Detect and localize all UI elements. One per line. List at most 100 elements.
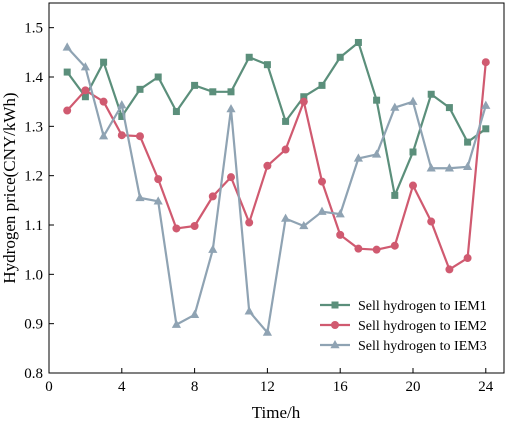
data-point xyxy=(317,206,327,215)
data-point xyxy=(372,149,382,158)
series-line xyxy=(66,41,487,197)
data-point xyxy=(281,213,291,222)
x-tick-label: 16 xyxy=(333,379,349,395)
data-point xyxy=(391,191,399,199)
data-point xyxy=(427,90,435,98)
data-point xyxy=(153,196,163,205)
data-point xyxy=(335,209,345,218)
data-point xyxy=(354,38,362,46)
data-point xyxy=(117,100,127,109)
legend: Sell hydrogen to IEM1 Sell hydrogen to IE… xyxy=(320,299,487,354)
data-point xyxy=(245,218,254,227)
data-point xyxy=(263,61,271,69)
data-point xyxy=(62,42,72,51)
data-point xyxy=(227,88,235,96)
x-tick-label: 8 xyxy=(191,379,199,395)
data-point xyxy=(373,96,381,104)
ticks-layer: 0 4 8 12 16 20 24 0.8 0.9 1.0 1.1 1.2 1.3 1.4 1.5 xyxy=(24,21,494,395)
y-tick-label: 1.5 xyxy=(24,21,43,37)
y-tick-label: 0.8 xyxy=(24,366,43,382)
data-point xyxy=(208,192,217,201)
data-point xyxy=(318,177,326,186)
data-point xyxy=(282,117,290,125)
data-point xyxy=(172,224,181,233)
data-point xyxy=(353,153,363,162)
data-point xyxy=(318,81,326,89)
data-point xyxy=(190,309,200,318)
data-point xyxy=(481,58,490,67)
data-point xyxy=(136,85,144,93)
data-point xyxy=(190,221,199,230)
data-point xyxy=(172,108,180,116)
legend-marker xyxy=(331,321,339,329)
x-tick-label: 20 xyxy=(406,379,421,395)
data-point xyxy=(336,230,345,239)
data-point xyxy=(81,93,89,101)
data-point xyxy=(81,86,90,95)
data-point xyxy=(117,131,126,140)
data-point xyxy=(409,181,417,190)
data-point xyxy=(262,327,272,336)
y-axis-title: Hydrogen price(CNY/kWh) xyxy=(0,92,19,283)
x-tick-label: 4 xyxy=(118,379,126,395)
data-point xyxy=(390,102,400,111)
data-point xyxy=(80,62,90,71)
series-2 xyxy=(63,58,490,274)
data-point xyxy=(300,93,308,101)
data-point xyxy=(463,161,473,170)
data-point xyxy=(372,245,381,254)
data-point xyxy=(100,58,108,66)
data-point xyxy=(99,97,108,106)
y-tick-label: 1.3 xyxy=(24,119,43,135)
data-point xyxy=(281,145,290,154)
y-tick-label: 1.1 xyxy=(24,218,43,234)
data-point xyxy=(444,163,454,172)
data-point xyxy=(118,112,126,120)
data-point xyxy=(209,88,217,96)
data-point xyxy=(299,220,309,230)
series-1 xyxy=(63,38,490,199)
data-point xyxy=(336,53,344,61)
x-tick-label: 12 xyxy=(260,379,275,395)
data-point xyxy=(154,73,162,81)
data-point xyxy=(191,81,199,89)
series-layer xyxy=(62,38,491,336)
series-3 xyxy=(62,42,491,336)
data-point xyxy=(226,104,236,113)
y-tick-label: 0.9 xyxy=(24,317,43,333)
data-point xyxy=(427,217,436,226)
data-point xyxy=(263,161,272,170)
plot-frame xyxy=(48,2,505,374)
data-point xyxy=(208,244,218,253)
data-point xyxy=(390,241,399,250)
data-point xyxy=(63,106,72,115)
data-point xyxy=(464,138,472,146)
legend-label: Sell hydrogen to IEM3 xyxy=(358,339,487,354)
data-point xyxy=(481,100,491,109)
data-point xyxy=(154,175,163,184)
data-point xyxy=(482,125,490,133)
data-point xyxy=(227,173,235,182)
data-point xyxy=(171,319,181,328)
data-point xyxy=(409,148,417,156)
legend-marker xyxy=(331,301,339,309)
data-point xyxy=(136,132,144,141)
legend-label: Sell hydrogen to IEM2 xyxy=(358,319,487,334)
x-tick-label: 24 xyxy=(478,379,494,395)
y-tick-label: 1.2 xyxy=(24,169,43,185)
x-tick-label: 0 xyxy=(45,379,53,395)
data-point xyxy=(63,68,71,76)
data-point xyxy=(354,244,363,253)
y-tick-label: 1.0 xyxy=(24,267,43,283)
data-point xyxy=(408,96,418,105)
data-point xyxy=(244,306,254,315)
data-point xyxy=(135,192,145,202)
data-point xyxy=(299,97,308,106)
data-point xyxy=(426,163,436,172)
y-tick-label: 1.4 xyxy=(24,70,43,86)
legend-marker xyxy=(330,340,340,349)
data-point xyxy=(245,53,253,61)
x-axis-title: Time/h xyxy=(252,403,301,422)
